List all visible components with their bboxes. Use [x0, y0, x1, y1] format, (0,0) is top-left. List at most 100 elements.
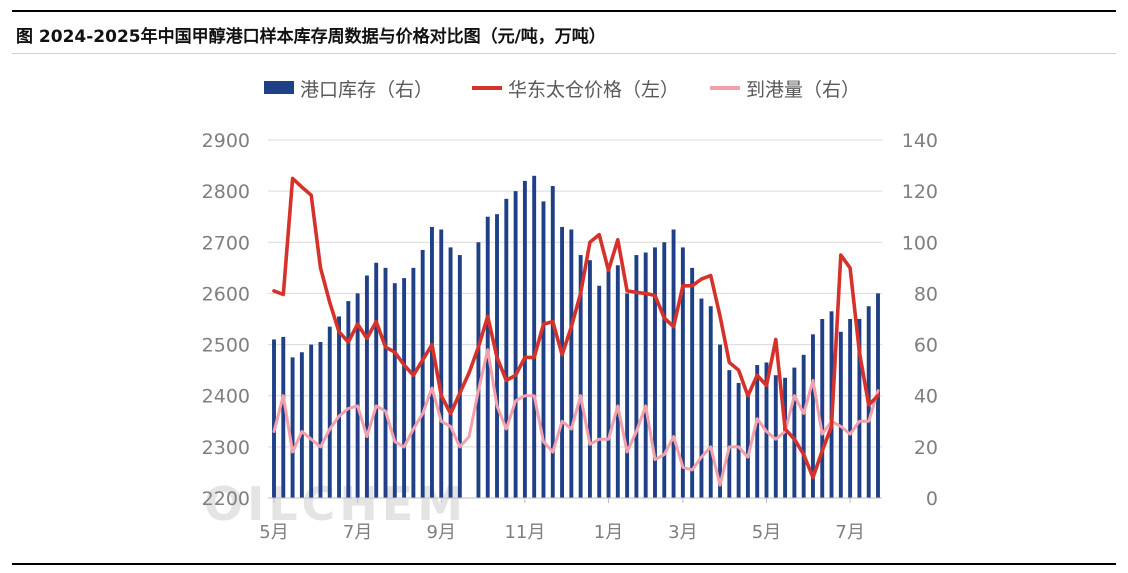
inventory-bar	[643, 252, 648, 498]
legend-item-inventory: 港口库存（右）	[264, 79, 433, 101]
arrival-line	[272, 348, 880, 487]
bottom-rule	[12, 563, 1116, 565]
chart-svg: OILCHEM 2200 2300 2400 2500 2600 2700 2800 2900…	[202, 79, 938, 543]
inventory-bar	[309, 344, 314, 498]
inventory-bar	[364, 275, 369, 498]
price-line	[272, 176, 880, 480]
inventory-bar	[653, 247, 657, 498]
inventory-bar	[634, 255, 639, 498]
inventory-bar	[615, 265, 620, 498]
right-axis-tick-label: 120	[902, 181, 938, 203]
inventory-bar	[848, 319, 853, 498]
inventory-bar	[560, 226, 565, 498]
inventory-bar	[327, 326, 332, 498]
inventory-bar	[736, 382, 741, 498]
inventory-bar	[801, 354, 806, 498]
inventory-bar	[420, 249, 425, 498]
right-axis-tick-label: 60	[914, 335, 938, 357]
legend-label-inventory: 港口库存（右）	[300, 79, 433, 101]
inventory-bar	[457, 255, 462, 498]
inventory-bar	[662, 242, 667, 498]
right-axis-tick-label: 40	[914, 386, 938, 408]
inventory-bar	[578, 255, 583, 498]
left-axis-tick-label: 2400	[202, 386, 250, 408]
x-axis-tick-label: 11月	[504, 522, 545, 543]
x-axis-tick-label: 9月	[427, 522, 456, 543]
right-axis-tick-label: 100	[902, 232, 938, 254]
axis-layer: 2200 2300 2400 2500 2600 2700 2800 2900 0 20 40 60 8…	[202, 130, 938, 543]
line-layer	[272, 176, 880, 487]
inventory-bar	[671, 229, 676, 498]
x-axis-tick-label: 5月	[752, 522, 781, 543]
inventory-bar	[355, 293, 360, 498]
left-axis-tick-label: 2500	[202, 335, 250, 357]
left-axis-tick-label: 2700	[202, 232, 250, 254]
inventory-bar	[708, 306, 713, 498]
inventory-bar	[383, 267, 388, 498]
inventory-bar	[755, 365, 760, 498]
inventory-bar	[625, 293, 630, 498]
inventory-bar	[550, 186, 555, 498]
left-axis-tick-label: 2600	[202, 283, 250, 305]
inventory-bar	[476, 242, 481, 498]
inventory-bar	[838, 331, 843, 498]
left-axis-tick-label: 2300	[202, 437, 250, 459]
inventory-bar	[606, 267, 611, 498]
inventory-bar	[745, 395, 750, 498]
inventory-bar	[820, 319, 825, 498]
inventory-bar	[337, 316, 341, 498]
inventory-bar	[718, 344, 722, 498]
inventory-bar	[318, 342, 323, 498]
inventory-bar	[513, 191, 518, 498]
inventory-bar	[374, 262, 379, 498]
inventory-bar	[430, 226, 434, 498]
inventory-bar	[346, 301, 351, 498]
right-axis-tick-label: 80	[914, 283, 938, 305]
inventory-bar	[727, 370, 732, 498]
inventory-bar	[522, 180, 527, 498]
inventory-bar	[690, 267, 695, 498]
inventory-bar	[569, 229, 574, 498]
legend-swatch-inventory	[264, 81, 294, 94]
x-axis-tick-label: 3月	[668, 522, 697, 543]
title-bar: 图 2024-2025年中国甲醇港口样本库存周数据与价格对比图（元/吨，万吨）	[12, 12, 1116, 54]
x-axis-tick-label: 5月	[259, 522, 288, 543]
inventory-bars	[272, 175, 880, 499]
x-axis-tick-label: 7月	[343, 522, 372, 543]
inventory-bar	[392, 283, 397, 498]
x-axis-tick-label: 7月	[835, 522, 864, 543]
inventory-bar	[773, 375, 778, 498]
left-axis-tick-label: 2900	[202, 130, 250, 152]
inventory-bar	[541, 201, 546, 498]
legend-item-price: 华东太仓价格（左）	[472, 79, 679, 101]
legend: 港口库存（右） 华东太仓价格（左） 到港量（右）	[264, 79, 860, 101]
watermark: OILCHEM	[204, 477, 467, 531]
inventory-bar	[680, 247, 685, 498]
inventory-bar	[857, 319, 862, 498]
right-axis-tick-label: 20	[914, 437, 938, 459]
inventory-bar	[290, 357, 295, 498]
inventory-bar	[439, 229, 444, 498]
inventory-bar	[532, 175, 537, 499]
legend-item-arrival: 到港量（右）	[710, 79, 860, 101]
inventory-bar	[597, 285, 602, 498]
left-axis-tick-label: 2200	[202, 488, 250, 510]
inventory-bar	[783, 377, 788, 498]
inventory-bar	[402, 278, 407, 498]
figure-title: 图 2024-2025年中国甲醇港口样本库存周数据与价格对比图（元/吨，万吨）	[16, 27, 606, 47]
right-axis-tick-label: 140	[902, 130, 938, 152]
inventory-bar	[587, 260, 592, 498]
inventory-bar	[272, 339, 276, 498]
inventory-bar	[504, 198, 509, 499]
inventory-bar	[792, 367, 797, 498]
inventory-bar	[699, 298, 704, 498]
legend-label-price: 华东太仓价格（左）	[508, 79, 679, 101]
inventory-bar	[448, 247, 453, 498]
inventory-bar	[281, 336, 286, 498]
right-axis-tick-label: 0	[926, 488, 938, 510]
inventory-bar	[299, 352, 304, 498]
inventory-bar	[411, 267, 416, 498]
legend-label-arrival: 到港量（右）	[746, 79, 860, 101]
chart-panel: OILCHEM 2200 2300 2400 2500 2600 2700 2800 2900…	[182, 56, 948, 561]
top-rule	[12, 10, 1116, 12]
